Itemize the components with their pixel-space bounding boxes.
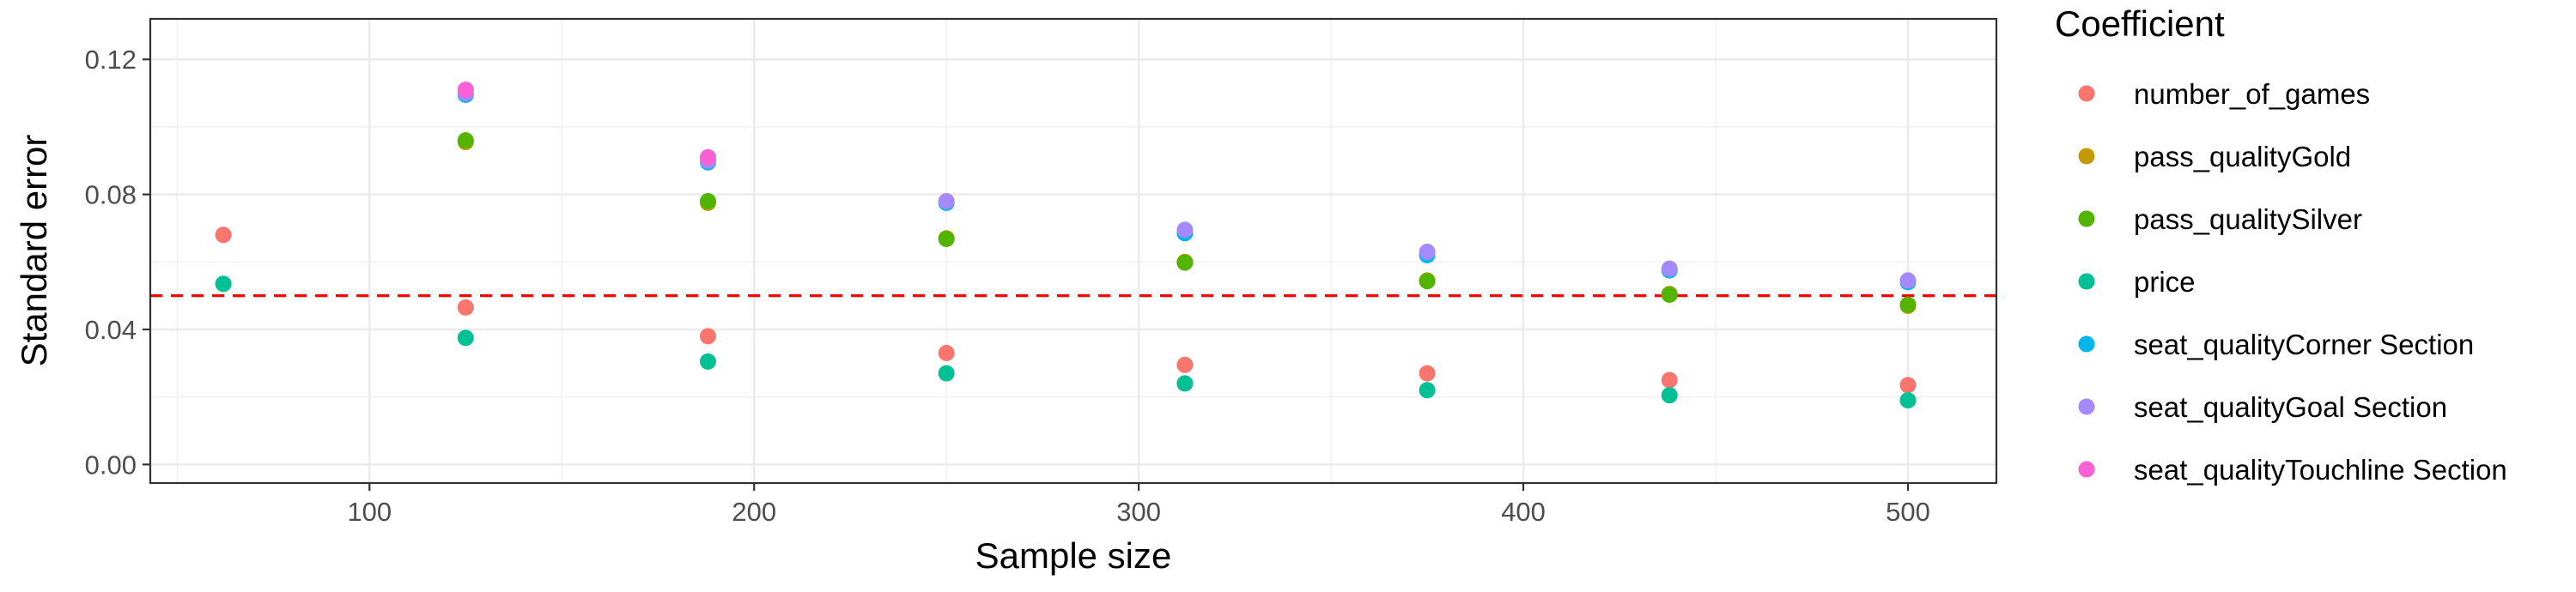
legend-key-seat-qualitytouchline-section (2078, 461, 2095, 478)
point-pass-qualitysilver (1419, 273, 1436, 290)
point-price (938, 365, 955, 382)
point-seat-qualitygoal-section (1176, 221, 1194, 239)
legend-key-seat-qualitygoal-section (2078, 398, 2095, 415)
point-pass-qualitysilver (1661, 286, 1678, 303)
point-seat-qualitygoal-section (1661, 260, 1678, 277)
point-seat-qualitygoal-section (938, 192, 955, 209)
legend-key-number-of-games (2078, 85, 2095, 102)
legend-key-price (2078, 273, 2095, 290)
y-tick-label: 0.04 (85, 315, 137, 345)
point-pass-qualitysilver (1176, 254, 1194, 271)
plot-panel (150, 19, 1996, 483)
minor-gridlines (150, 19, 1996, 483)
point-seat-qualitytouchline-section (457, 82, 474, 99)
legend-label-pass-qualitygold: pass_qualityGold (2134, 141, 2351, 172)
point-seat-qualitytouchline-section (699, 148, 716, 166)
point-price (1176, 375, 1194, 392)
point-number-of-games (1899, 377, 1917, 394)
major-gridlines (150, 19, 1996, 483)
x-tick-label: 500 (1886, 497, 1930, 527)
point-number-of-games (699, 328, 716, 345)
point-pass-qualitysilver (457, 132, 474, 149)
y-tick-label: 0.08 (85, 180, 137, 210)
point-price (1661, 387, 1678, 404)
data-points (215, 82, 1917, 409)
point-pass-qualitysilver (938, 231, 955, 248)
x-axis-title: Sample size (975, 535, 1172, 576)
legend-key-seat-qualitycorner-section (2078, 335, 2095, 353)
plot-area (149, 17, 1998, 485)
point-pass-qualitysilver (1899, 296, 1917, 313)
point-number-of-games (1661, 372, 1678, 389)
point-number-of-games (215, 227, 232, 244)
y-axis: 0.00 0.04 0.08 0.12 (85, 45, 150, 480)
x-tick-label: 400 (1501, 497, 1546, 527)
legend-label-number-of-games: number_of_games (2134, 78, 2370, 110)
point-number-of-games (1419, 365, 1436, 382)
legend-label-seat-qualitytouchline-section: seat_qualityTouchline Section (2134, 454, 2507, 486)
y-tick-label: 0.00 (85, 450, 137, 480)
point-seat-qualitygoal-section (1419, 243, 1436, 260)
legend-label-pass-qualitysilver: pass_qualitySilver (2134, 203, 2362, 235)
legend-label-price: price (2134, 266, 2196, 298)
legend-key-pass-qualitygold (2078, 148, 2095, 165)
legend-label-seat-qualitygoal-section: seat_qualityGoal Section (2134, 391, 2447, 423)
plot-panel-border (149, 17, 1998, 485)
point-price (457, 329, 474, 347)
point-seat-qualitygoal-section (1899, 272, 1917, 289)
legend-items: number_of_games pass_qualityGold pass_qual… (2078, 78, 2507, 486)
x-tick-label: 200 (732, 497, 776, 527)
point-number-of-games (457, 299, 474, 316)
point-number-of-games (1176, 356, 1194, 373)
point-price (1899, 392, 1917, 409)
x-tick-label: 300 (1116, 497, 1161, 527)
point-price (699, 353, 716, 370)
x-axis: 100 200 300 400 500 (347, 483, 1930, 527)
legend: Coefficient number_of_games pass_qualityG… (2055, 3, 2507, 486)
point-price (1419, 382, 1436, 399)
legend-title: Coefficient (2055, 3, 2225, 44)
x-tick-label: 100 (347, 497, 392, 527)
y-axis-title: Standard error (14, 135, 54, 367)
point-pass-qualitysilver (699, 192, 716, 209)
point-number-of-games (938, 345, 955, 362)
legend-label-seat-qualitycorner-section: seat_qualityCorner Section (2134, 329, 2474, 360)
point-price (215, 275, 232, 293)
y-tick-label: 0.12 (85, 45, 137, 75)
legend-key-pass-qualitysilver (2078, 210, 2095, 227)
